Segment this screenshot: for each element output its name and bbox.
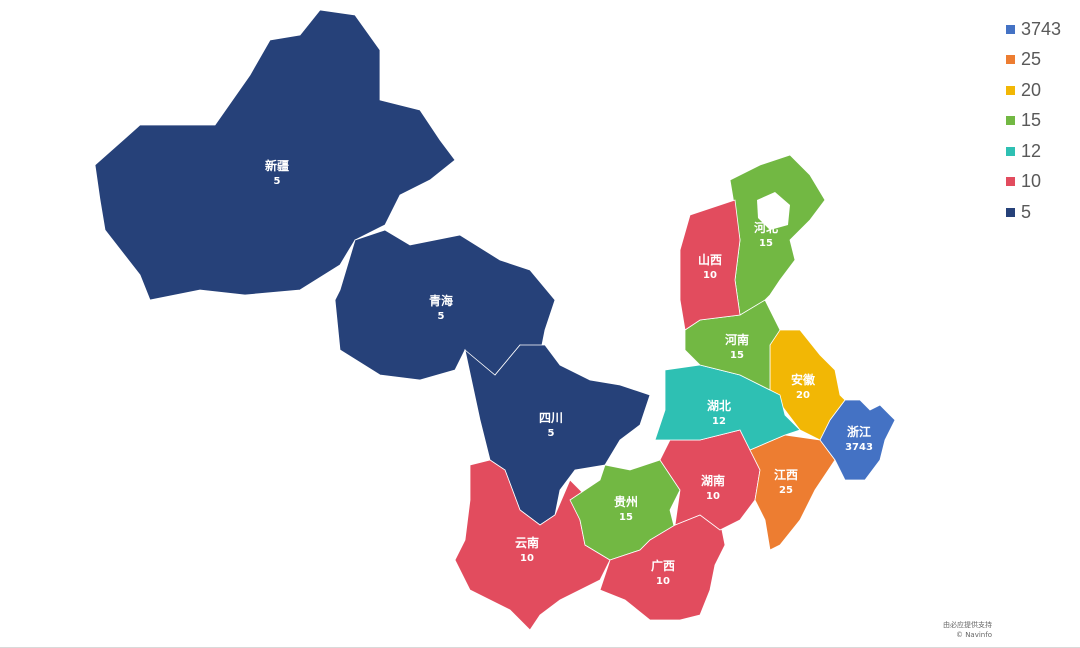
legend-item: 3743 xyxy=(1006,14,1061,45)
region-label: 河北 xyxy=(753,220,778,235)
legend-label: 15 xyxy=(1021,110,1042,131)
region-label: 湖北 xyxy=(707,398,731,413)
region-value: 15 xyxy=(619,512,633,523)
legend-item: 12 xyxy=(1006,136,1061,167)
legend-swatch xyxy=(1006,24,1015,34)
region-4[interactable] xyxy=(569,459,681,561)
attribution-bing: 由必应提供支持 xyxy=(943,621,992,629)
legend-swatch xyxy=(1006,146,1015,156)
region-label: 浙江 xyxy=(847,424,871,439)
region-value: 5 xyxy=(274,176,281,187)
region-label: 江西 xyxy=(774,467,798,482)
region-label: 四川 xyxy=(539,411,563,425)
region-value: 20 xyxy=(796,390,810,401)
legend-label: 25 xyxy=(1021,49,1042,70)
legend-label: 10 xyxy=(1021,171,1042,192)
legend-item: 20 xyxy=(1006,75,1061,106)
region-label: 湖南 xyxy=(701,473,725,488)
region-value: 10 xyxy=(656,576,670,587)
region-label: 安徽 xyxy=(791,372,816,387)
region-label: 河南 xyxy=(724,332,749,347)
region-value: 15 xyxy=(759,238,773,249)
legend: 3743 25 20 15 12 10 5 xyxy=(1006,14,1061,228)
region-value: 25 xyxy=(779,485,793,496)
legend-swatch xyxy=(1006,85,1015,95)
region-value: 5 xyxy=(548,428,555,439)
attribution: 由必应提供支持 © Navinfo xyxy=(920,620,992,640)
beijing-tianjin-gap xyxy=(757,192,790,230)
region-12[interactable] xyxy=(729,154,826,316)
legend-label: 12 xyxy=(1021,140,1042,161)
legend-label: 20 xyxy=(1021,79,1042,100)
legend-item: 10 xyxy=(1006,167,1061,198)
legend-label: 5 xyxy=(1021,201,1032,222)
region-value: 5 xyxy=(438,311,445,322)
region-label: 青海 xyxy=(429,293,453,308)
legend-swatch xyxy=(1006,116,1015,126)
attribution-navinfo: © Navinfo xyxy=(955,631,992,639)
region-13[interactable] xyxy=(679,199,741,331)
legend-item: 25 xyxy=(1006,45,1061,76)
region-0[interactable] xyxy=(94,9,456,301)
region-label: 贵州 xyxy=(614,494,638,509)
region-value: 10 xyxy=(520,553,534,564)
legend-label: 3743 xyxy=(1021,18,1062,39)
region-label: 云南 xyxy=(515,535,539,550)
legend-item: 15 xyxy=(1006,106,1061,137)
region-value: 3743 xyxy=(845,442,873,453)
legend-swatch xyxy=(1006,55,1015,65)
legend-swatch xyxy=(1006,177,1015,187)
region-label: 新疆 xyxy=(265,158,289,173)
region-5[interactable] xyxy=(599,514,726,621)
legend-swatch xyxy=(1006,207,1015,217)
region-label: 山西 xyxy=(698,252,722,267)
region-value: 10 xyxy=(706,491,720,502)
region-value: 12 xyxy=(712,416,726,427)
region-value: 15 xyxy=(730,350,744,361)
region-label: 广西 xyxy=(651,558,675,573)
region-value: 10 xyxy=(703,270,717,281)
legend-item: 5 xyxy=(1006,197,1061,228)
